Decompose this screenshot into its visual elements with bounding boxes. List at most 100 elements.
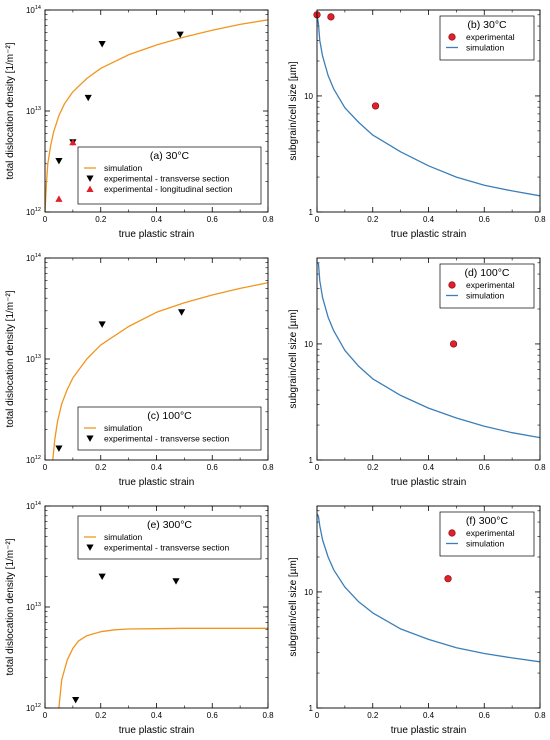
y-axis-label: total dislocation density [1/m⁻²] bbox=[5, 42, 16, 179]
plot-area bbox=[58, 627, 268, 708]
legend-swatch bbox=[86, 185, 94, 192]
y-tick-label: 1012 bbox=[26, 207, 41, 217]
y-tick-label: 10 bbox=[304, 588, 313, 597]
legend-box bbox=[77, 406, 262, 451]
legend-entry: experimental - longitudinal section bbox=[104, 184, 233, 194]
legend-entry: experimental bbox=[466, 32, 515, 42]
x-axis-label: true plastic strain bbox=[391, 477, 467, 488]
chart-panel-b: 1 10 0 0.2 0.4 0.6 0.8 true plastic strain subgr… bbox=[288, 9, 546, 240]
plot-frame bbox=[316, 9, 541, 213]
x-tick-label: 0.2 bbox=[367, 215, 379, 224]
y-axis-label: subgrain/cell size [µm] bbox=[288, 61, 299, 160]
legend-title: (c) 100°C bbox=[147, 410, 192, 422]
legend-swatch bbox=[86, 544, 94, 551]
data-point bbox=[69, 138, 77, 146]
x-tick-label: 0 bbox=[315, 215, 320, 224]
data-point bbox=[55, 195, 63, 202]
data-point bbox=[327, 13, 335, 21]
plot-frame bbox=[316, 505, 541, 709]
x-tick-label: 0.2 bbox=[95, 711, 107, 720]
legend-entry: experimental bbox=[466, 280, 515, 290]
y-tick-label: 1014 bbox=[26, 253, 41, 263]
y-tick-label: 1012 bbox=[26, 703, 41, 713]
legend-entry: simulation bbox=[466, 539, 505, 549]
legend-box bbox=[439, 15, 535, 61]
x-tick-label: 0.4 bbox=[423, 463, 435, 472]
y-tick-label: 1014 bbox=[26, 5, 41, 15]
y-tick-label: 10 bbox=[304, 92, 313, 101]
x-axis-label: true plastic strain bbox=[119, 229, 195, 240]
data-point bbox=[84, 94, 92, 102]
y-tick-label: 1014 bbox=[26, 501, 41, 511]
x-tick-label: 0.8 bbox=[262, 215, 274, 224]
legend-swatch bbox=[86, 435, 94, 442]
plot-area bbox=[317, 513, 540, 663]
x-tick-label: 0.4 bbox=[423, 215, 435, 224]
legend-title: (f) 300°C bbox=[466, 515, 509, 527]
y-tick-label: 1012 bbox=[26, 455, 41, 465]
chart-panel-a: 1012 1013 1014 0 0.2 0.4 0.6 0.8 true plastic st… bbox=[5, 5, 274, 240]
legend-swatch bbox=[448, 33, 456, 41]
x-axis-label: true plastic strain bbox=[119, 477, 195, 488]
y-axis-label: subgrain/cell size [µm] bbox=[288, 557, 299, 656]
y-tick-label: 1013 bbox=[26, 354, 41, 364]
data-point bbox=[98, 321, 106, 328]
x-tick-label: 0.6 bbox=[479, 215, 491, 224]
legend-swatch bbox=[448, 281, 456, 289]
x-tick-label: 0.2 bbox=[95, 463, 107, 472]
x-tick-label: 0.4 bbox=[151, 463, 163, 472]
x-tick-label: 0.6 bbox=[207, 711, 219, 720]
plot-area bbox=[45, 19, 268, 212]
series-line-simulation bbox=[317, 14, 540, 197]
legend-entry: experimental - transverse section bbox=[104, 543, 229, 553]
y-tick-label: 10 bbox=[304, 340, 313, 349]
x-tick-label: 0.6 bbox=[207, 215, 219, 224]
x-tick-label: 0.2 bbox=[95, 215, 107, 224]
legend-box bbox=[77, 146, 262, 205]
y-axis-label: total dislocation density [1/m⁻²] bbox=[5, 290, 16, 427]
data-point bbox=[98, 41, 106, 48]
plot-frame bbox=[44, 9, 269, 213]
plot-area bbox=[52, 282, 268, 460]
x-tick-label: 0 bbox=[43, 463, 48, 472]
x-tick-label: 0.8 bbox=[534, 215, 546, 224]
legend-swatch bbox=[448, 529, 456, 537]
x-tick-label: 0.4 bbox=[151, 711, 163, 720]
legend-entry: experimental - transverse section bbox=[104, 174, 229, 184]
legend-entry: experimental bbox=[466, 528, 515, 538]
legend-box bbox=[439, 263, 535, 309]
chart-panel-d: 1 10 0 0.2 0.4 0.6 0.8 true plastic strain subgr… bbox=[288, 257, 546, 488]
x-tick-label: 0.4 bbox=[423, 711, 435, 720]
x-tick-label: 0.6 bbox=[479, 711, 491, 720]
y-axis-label: subgrain/cell size [µm] bbox=[288, 309, 299, 408]
series-line-simulation bbox=[317, 513, 540, 663]
legend-entry: simulation bbox=[104, 423, 143, 433]
chart-panel-f: 1 10 0 0.2 0.4 0.6 0.8 true plastic strain subgr… bbox=[288, 505, 546, 736]
legend-entry: simulation bbox=[104, 532, 143, 542]
x-axis-label: true plastic strain bbox=[391, 725, 467, 736]
x-tick-label: 0.8 bbox=[534, 463, 546, 472]
y-tick-label: 1013 bbox=[26, 602, 41, 612]
data-point bbox=[176, 31, 184, 39]
x-tick-label: 0 bbox=[315, 463, 320, 472]
legend-box bbox=[77, 515, 262, 560]
plot-frame bbox=[44, 505, 269, 709]
plot-area bbox=[317, 14, 540, 197]
x-tick-label: 0.8 bbox=[534, 711, 546, 720]
series-line-simulation bbox=[52, 282, 268, 460]
data-point bbox=[172, 578, 180, 585]
x-tick-label: 0.8 bbox=[262, 711, 274, 720]
chart-panel-e: 1012 1013 1014 0 0.2 0.4 0.6 0.8 true plastic st… bbox=[5, 501, 274, 736]
data-point bbox=[371, 102, 380, 110]
x-tick-label: 0.8 bbox=[262, 463, 274, 472]
x-tick-label: 0.2 bbox=[367, 463, 379, 472]
data-point bbox=[98, 573, 106, 580]
x-tick-label: 0.4 bbox=[151, 215, 163, 224]
y-axis-label: total dislocation density [1/m⁻²] bbox=[5, 538, 16, 675]
legend-entry: simulation bbox=[466, 291, 505, 301]
